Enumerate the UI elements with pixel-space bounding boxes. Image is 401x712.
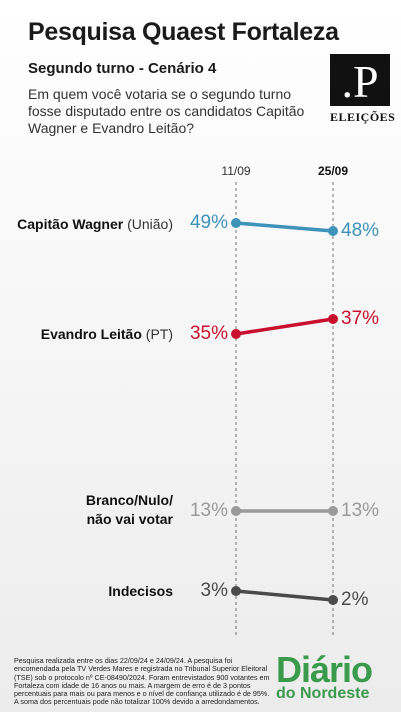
- data-point: [328, 314, 338, 324]
- eleicoes-logo: .P ELEIÇÕES: [330, 54, 396, 126]
- brand-line-2: do Nordeste: [276, 685, 370, 702]
- data-point: [328, 506, 338, 516]
- series-line: [234, 589, 335, 602]
- page-title: Pesquisa Quaest Fortaleza: [28, 18, 339, 46]
- x-tick-label: 25/09: [317, 164, 349, 178]
- data-label: 2%: [341, 589, 369, 610]
- data-label: 13%: [341, 500, 380, 521]
- series-line: [234, 221, 335, 233]
- data-label: 35%: [189, 323, 228, 344]
- data-point: [231, 218, 241, 228]
- data-label: 49%: [189, 212, 228, 233]
- x-tick-label: 11/09: [221, 164, 251, 178]
- data-point: [231, 329, 241, 339]
- data-label: 37%: [341, 308, 380, 329]
- data-label: 3%: [200, 580, 228, 601]
- methodology-note: Pesquisa realizada entre os dias 22/09/2…: [14, 656, 270, 707]
- candidate-label: Capitão Wagner (União): [17, 215, 173, 234]
- logo-tag: ELEIÇÕES: [330, 110, 396, 124]
- survey-question: Em quem você votaria se o segundo turno …: [28, 86, 305, 136]
- data-point: [231, 506, 241, 516]
- data-label: 13%: [189, 500, 228, 521]
- logo-mark: .P: [330, 54, 390, 107]
- candidate-label: Branco/Nulo/ não vai votar: [63, 491, 173, 529]
- series-name: Indecisos: [108, 583, 173, 599]
- series-name: Evandro Leitão: [40, 326, 142, 342]
- series-name: Capitão Wagner: [17, 216, 124, 232]
- page-subtitle: Segundo turno - Cenário 4: [28, 60, 217, 77]
- brand-line-1: Diário: [276, 649, 373, 690]
- data-point: [231, 586, 241, 596]
- data-point: [328, 226, 338, 236]
- data-point: [328, 595, 338, 605]
- series-detail: (União): [127, 216, 173, 232]
- brand-logo: Diário do Nordeste: [276, 652, 396, 702]
- candidate-label: Evandro Leitão (PT): [41, 325, 173, 344]
- candidate-label: Indecisos: [108, 582, 173, 601]
- data-label: 48%: [341, 220, 380, 241]
- series-name: Branco/Nulo/ não vai votar: [85, 492, 173, 527]
- series-detail: (PT): [145, 326, 173, 342]
- series-line: [234, 317, 335, 336]
